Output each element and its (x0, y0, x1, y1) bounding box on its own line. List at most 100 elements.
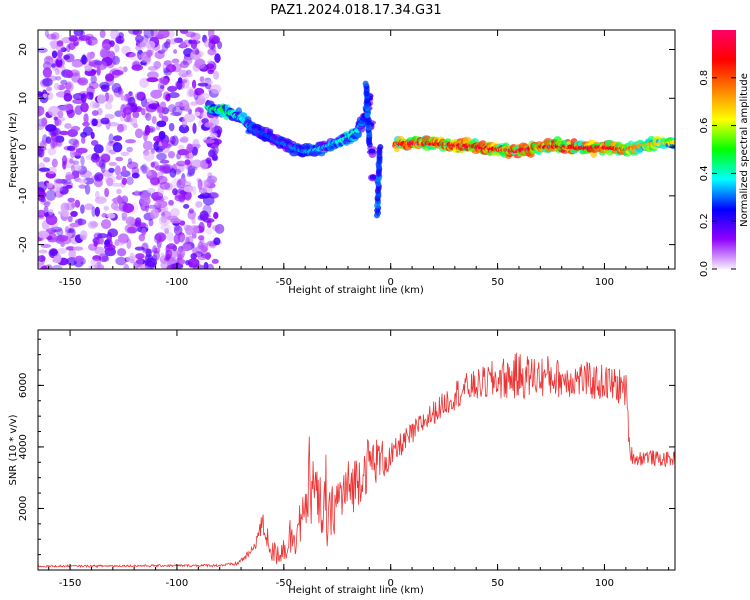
noise-blob (80, 55, 88, 65)
noise-blob (41, 117, 48, 127)
noise-blob (150, 208, 160, 219)
noise-blob (141, 227, 147, 236)
noise-blob (84, 203, 94, 211)
noise-blob (60, 79, 68, 86)
noise-blob (211, 36, 219, 45)
signal-core (671, 139, 675, 145)
noise-blob (69, 158, 74, 164)
noise-blob (100, 153, 111, 163)
noise-blob (77, 77, 89, 86)
noise-blob (38, 167, 51, 172)
noise-blob (91, 118, 98, 127)
noise-blob (48, 209, 54, 216)
noise-blob (167, 85, 178, 93)
noise-blob (162, 163, 174, 174)
noise-blob (121, 195, 129, 205)
noise-blob (71, 60, 83, 68)
noise-blob (134, 91, 145, 101)
noise-blob (72, 139, 80, 148)
noise-blob (191, 216, 196, 225)
noise-blob (56, 116, 66, 122)
noise-blob (198, 235, 205, 241)
noise-blob (156, 175, 168, 185)
noise-blob (48, 105, 60, 117)
noise-blob (66, 44, 71, 53)
noise-blob (169, 136, 176, 145)
noise-blob (90, 258, 100, 267)
noise-blob (55, 137, 63, 147)
noise-blob (45, 214, 58, 226)
noise-blob (175, 101, 184, 108)
noise-blob (172, 188, 178, 196)
noise-blob (108, 161, 118, 166)
noise-blob (95, 190, 100, 200)
noise-blob (43, 55, 54, 65)
noise-blob (96, 173, 104, 181)
noise-blob (192, 47, 200, 55)
noise-blob (57, 49, 63, 58)
noise-blob (114, 44, 120, 53)
signal-blob (238, 112, 248, 120)
noise-blob (136, 256, 144, 268)
noise-blob (70, 144, 78, 151)
noise-blob (160, 85, 165, 90)
noise-blob (199, 76, 205, 83)
noise-blob (96, 93, 107, 105)
noise-blob (158, 130, 166, 140)
noise-blob (207, 172, 213, 179)
noise-blob (122, 106, 133, 115)
noise-blob (64, 123, 72, 129)
noise-blob (84, 65, 93, 72)
noise-blob (93, 240, 98, 247)
noise-blob (91, 110, 99, 117)
noise-blob (208, 191, 220, 199)
noise-blob (112, 142, 123, 153)
noise-blob (108, 40, 115, 48)
noise-blob (140, 60, 147, 66)
noise-blob (68, 42, 76, 50)
noise-blob (209, 132, 218, 138)
noise-blob (54, 57, 65, 69)
noise-blob (56, 40, 64, 47)
signal-core (368, 148, 376, 154)
noise-blob (168, 92, 180, 99)
noise-blob (200, 92, 210, 100)
noise-blob (100, 219, 112, 230)
colorbar-tick-label: 0.6 (699, 118, 710, 134)
noise-blob (162, 78, 169, 86)
noise-blob (55, 58, 63, 68)
noise-blob (167, 104, 177, 113)
noise-blob (164, 182, 173, 191)
noise-blob (55, 186, 60, 198)
noise-blob (179, 60, 189, 69)
noise-blob (115, 256, 127, 266)
noise-blob (132, 111, 140, 119)
noise-blob (108, 133, 114, 144)
signal-strand (377, 144, 384, 151)
noise-blob (51, 140, 58, 149)
noise-blob (108, 167, 115, 173)
y-tick-label: 0 (18, 144, 29, 150)
noise-blob (122, 165, 127, 174)
noise-blob (94, 206, 100, 217)
noise-blob (140, 166, 151, 174)
signal-core (369, 174, 377, 180)
noise-blob (87, 53, 95, 60)
noise-blob (66, 231, 72, 238)
noise-blob (46, 33, 57, 40)
noise-blob (53, 116, 58, 121)
noise-blob (79, 230, 88, 241)
x-tick-label: -150 (59, 277, 82, 288)
noise-blob (173, 225, 183, 236)
noise-blob (45, 124, 57, 132)
noise-blob (143, 151, 155, 162)
noise-blob (74, 199, 81, 208)
noise-blob (91, 206, 96, 218)
noise-blob (115, 156, 124, 162)
noise-blob (65, 174, 75, 180)
noise-blob (139, 77, 149, 89)
noise-blob (153, 233, 162, 244)
noise-blob (99, 30, 106, 39)
noise-blob (178, 258, 186, 265)
noise-blob (55, 76, 62, 81)
